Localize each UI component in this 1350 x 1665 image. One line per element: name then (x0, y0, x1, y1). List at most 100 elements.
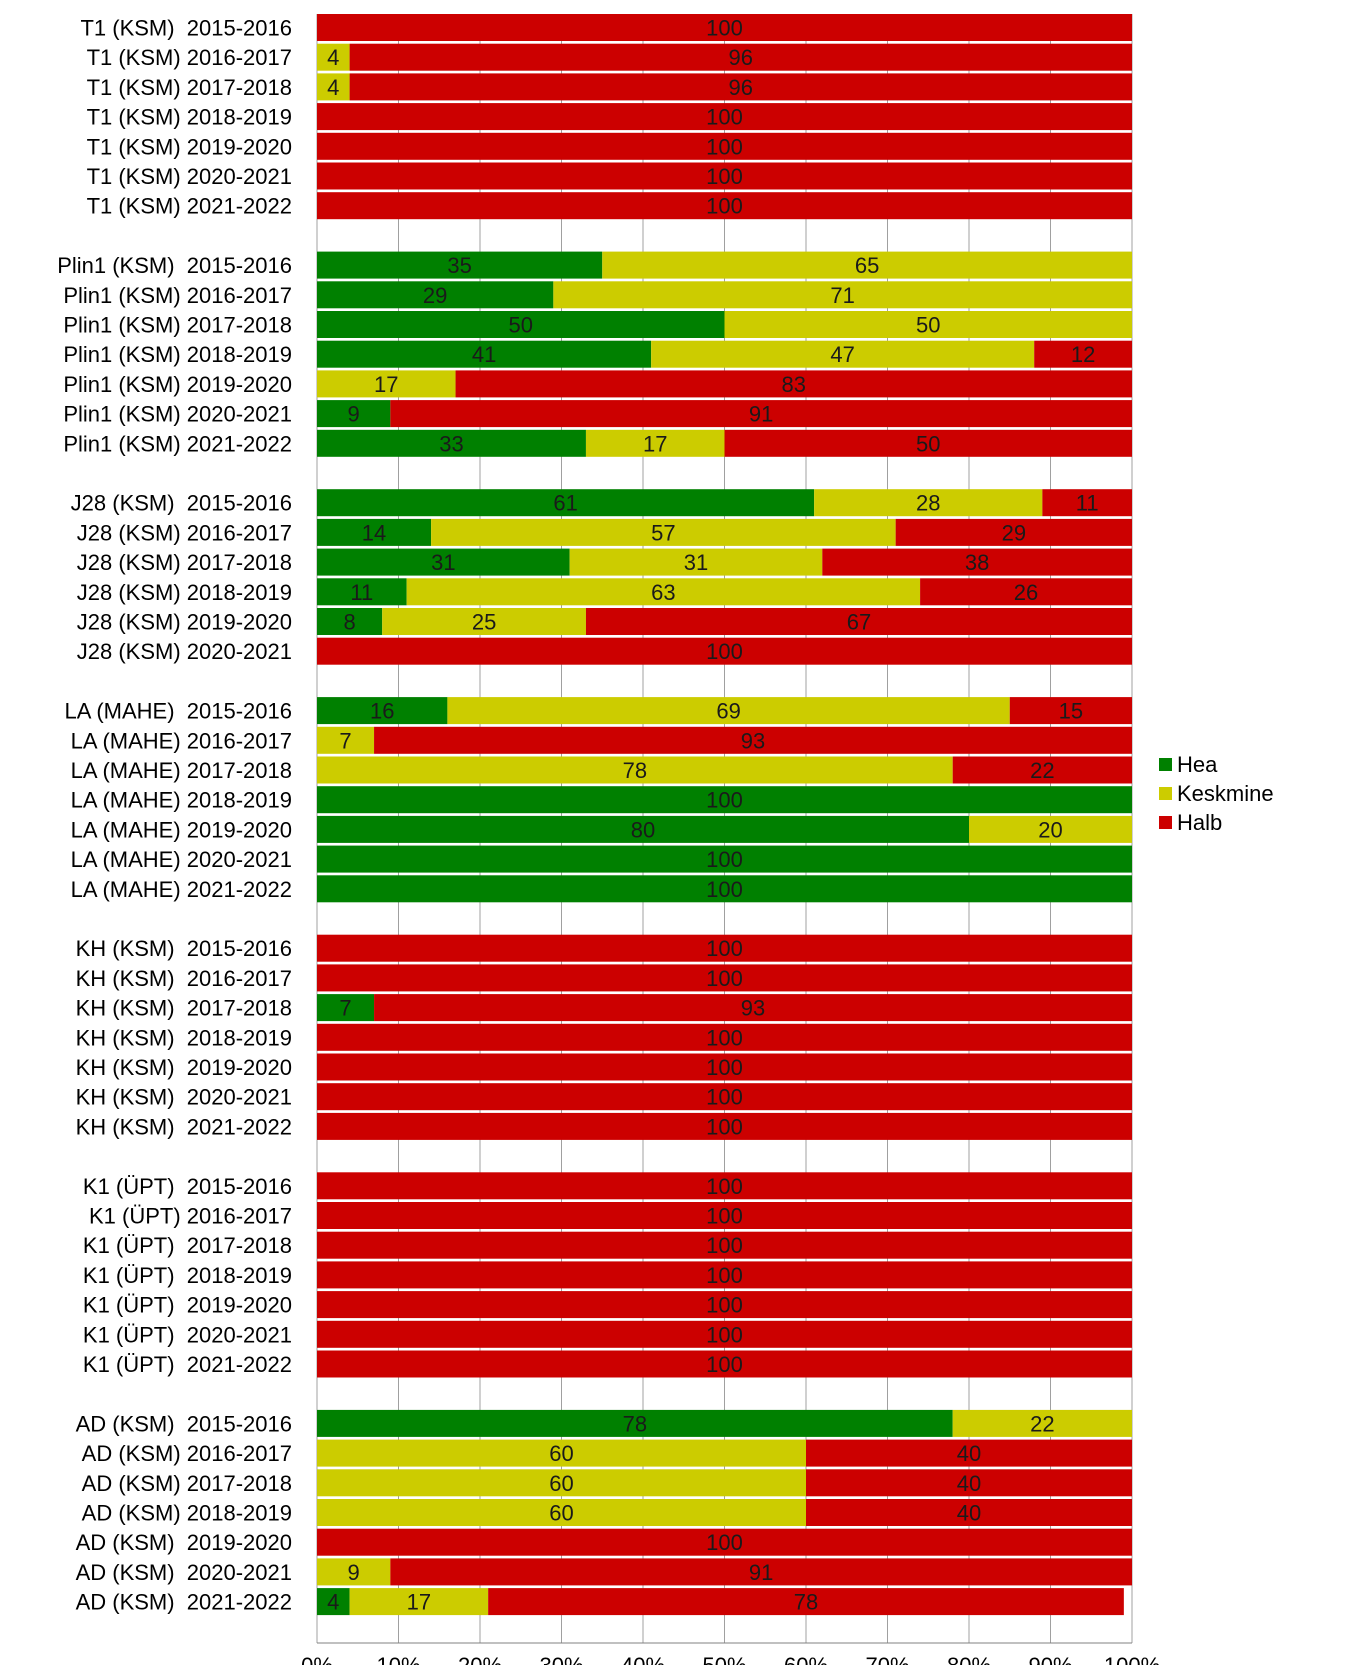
x-tick-label: 40% (621, 1653, 665, 1665)
legend-label: Hea (1177, 752, 1218, 777)
category-label: T1 (KSM) 2017-2018 (87, 75, 292, 100)
data-label: 8 (343, 610, 355, 635)
bar-segment-keskmine (585, 429, 725, 457)
bar-segment-keskmine (317, 73, 350, 101)
data-label: 14 (362, 520, 386, 545)
bar-segment-halb (317, 1083, 1132, 1111)
data-label: 100 (706, 194, 743, 219)
bar-segment-keskmine (651, 340, 1035, 368)
data-label: 50 (916, 431, 940, 456)
category-label: KH (KSM) 2017-2018 (76, 996, 292, 1021)
bar-segment-hea (317, 994, 375, 1022)
category-label: K1 (ÜPT) 2015-2016 (83, 1174, 292, 1199)
data-label: 93 (741, 728, 765, 753)
category-label: KH (KSM) 2018-2019 (76, 1025, 292, 1050)
data-label: 65 (855, 253, 879, 278)
category-label: LA (MAHE) 2015-2016 (65, 699, 292, 724)
category-label: T1 (KSM) 2019-2020 (87, 134, 292, 159)
bar-segment-halb (455, 370, 1132, 398)
data-label: 100 (706, 877, 743, 902)
data-label: 100 (706, 788, 743, 813)
x-axis-ticks: 0% 10% 20% 30% 40% 50% 60% 70% 80% 90% 100% (301, 1653, 1160, 1665)
legend-swatch-hea (1159, 758, 1172, 771)
bar-segment-halb (317, 103, 1132, 131)
category-label: J28 (KSM) 2017-2018 (77, 550, 292, 575)
bar-segment-keskmine (952, 1409, 1132, 1437)
bar-segment-halb (822, 548, 1132, 576)
data-label: 11 (350, 580, 373, 605)
data-label: 33 (439, 431, 463, 456)
bar-segment-halb (1034, 340, 1132, 368)
bar-segment-keskmine (349, 1588, 489, 1616)
data-label: 50 (916, 313, 940, 338)
data-label: 41 (472, 342, 496, 367)
bar-segment-keskmine (317, 1439, 806, 1467)
data-label: 100 (706, 1233, 743, 1258)
data-label: 50 (509, 313, 533, 338)
data-label: 100 (706, 936, 743, 961)
category-label: J28 (KSM) 2019-2020 (77, 610, 292, 635)
bar-segment-halb (806, 1439, 1132, 1467)
data-label: 26 (1014, 580, 1038, 605)
bar-segment-halb (317, 964, 1132, 992)
category-label: Plin1 (KSM) 2016-2017 (63, 283, 292, 308)
x-tick-label: 60% (784, 1653, 828, 1665)
category-label: KH (KSM) 2016-2017 (76, 966, 292, 991)
bar-segment-keskmine (814, 489, 1043, 517)
data-label: 57 (651, 520, 675, 545)
category-label: J28 (KSM) 2018-2019 (77, 580, 292, 605)
bar-segment-halb (317, 132, 1132, 160)
data-label: 96 (729, 75, 753, 100)
data-label: 31 (431, 550, 455, 575)
legend: Hea Keskmine Halb (1159, 752, 1274, 835)
bar-segment-keskmine (317, 43, 350, 71)
bar-segment-halb (317, 14, 1132, 41)
bar-segment-halb (1009, 697, 1132, 725)
bar-segment-keskmine (317, 1499, 806, 1526)
data-label: 100 (706, 134, 743, 159)
bar-segment-keskmine (969, 815, 1132, 843)
bar-segment-halb (317, 1320, 1132, 1348)
bar-segment-halb (317, 1172, 1132, 1200)
bar-segment-hea (317, 489, 815, 517)
data-label: 100 (706, 16, 743, 41)
data-label: 60 (549, 1441, 573, 1466)
x-tick-label: 50% (702, 1653, 746, 1665)
bar-segment-halb (585, 608, 1132, 635)
data-label: 28 (916, 491, 940, 516)
data-label: 60 (549, 1501, 573, 1526)
data-label: 100 (706, 847, 743, 872)
category-label: LA (MAHE) 2016-2017 (71, 728, 292, 753)
category-label: T1 (KSM) 2016-2017 (87, 45, 292, 70)
category-label: LA (MAHE) 2021-2022 (71, 877, 292, 902)
data-label: 17 (374, 372, 398, 397)
category-label: Plin1 (KSM) 2015-2016 (57, 253, 292, 278)
bar-segment-halb (806, 1499, 1132, 1526)
category-label: AD (KSM) 2019-2020 (76, 1530, 292, 1555)
bar-segment-halb (724, 429, 1132, 457)
bar-segment-halb (895, 518, 1132, 546)
legend-swatch-halb (1159, 816, 1172, 829)
bar-segment-halb (374, 726, 1132, 754)
bar-segment-hea (317, 1409, 953, 1437)
data-label: 100 (706, 1085, 743, 1110)
x-tick-label: 100% (1104, 1653, 1160, 1665)
category-label: J28 (KSM) 2015-2016 (71, 491, 292, 516)
data-label: 67 (847, 610, 871, 635)
data-label: 11 (1076, 491, 1099, 516)
data-label: 100 (706, 1293, 743, 1318)
bar-segment-hea (317, 281, 554, 309)
data-label: 17 (643, 431, 667, 456)
data-label: 9 (348, 402, 360, 427)
bar-segment-halb (317, 1231, 1132, 1259)
data-label: 71 (830, 283, 854, 308)
bar-segment-keskmine (447, 697, 1010, 725)
category-label: AD (KSM) 2016-2017 (82, 1441, 292, 1466)
category-label: K1 (ÜPT) 2020-2021 (83, 1322, 292, 1347)
category-label: K1 (ÜPT) 2021-2022 (83, 1352, 292, 1377)
data-label: 15 (1059, 699, 1083, 724)
bar-segment-halb (317, 162, 1132, 190)
bar-segment-halb (349, 73, 1133, 101)
category-label: KH (KSM) 2019-2020 (76, 1055, 292, 1080)
data-label: 35 (447, 253, 471, 278)
